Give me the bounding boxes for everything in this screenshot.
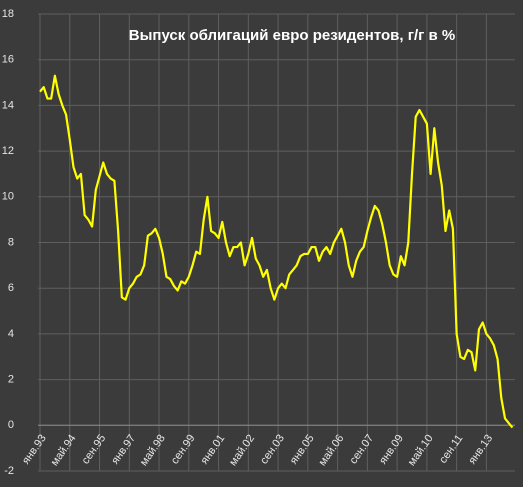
x-tick-label: май.98: [138, 433, 168, 469]
x-tick-label: сен.99: [169, 433, 198, 467]
y-tick-label: 14: [2, 99, 14, 111]
y-tick-label: 16: [2, 54, 14, 66]
y-tick-label: 18: [2, 8, 14, 20]
y-tick-label: 8: [8, 236, 14, 248]
y-tick-label: 2: [8, 374, 14, 386]
x-tick-label: янв.09: [377, 433, 406, 467]
y-tick-label: 0: [8, 419, 14, 431]
x-tick-label: сен.95: [80, 433, 109, 467]
x-tick-label: май.10: [406, 433, 436, 469]
x-tick-label: май.94: [49, 433, 79, 469]
x-tick-label: сен.03: [258, 433, 287, 467]
chart-title: Выпуск облигаций евро резидентов, г/г в …: [129, 27, 456, 44]
data-line: [39, 74, 514, 429]
x-tick-label: май.02: [227, 433, 257, 469]
y-tick-label: 12: [2, 145, 14, 157]
y-tick-label: 6: [8, 282, 14, 294]
x-tick-label: янв.97: [109, 433, 138, 467]
x-tick-label: сен.11: [437, 433, 465, 466]
x-tick-label: янв.13: [466, 433, 495, 467]
x-tick-label: янв.01: [199, 433, 228, 467]
x-tick-label: сен.07: [347, 433, 376, 467]
x-tick-label: май.06: [316, 433, 346, 469]
y-tick-label: -2: [4, 465, 14, 477]
plot: -2 0 2 4 6 8 10 12 14 16 18 янв.93 май.94 сен.95 янв.9…: [2, 8, 515, 477]
y-tick-label: 4: [8, 328, 14, 340]
x-tick-label: янв.05: [288, 433, 317, 467]
y-tick-label: 10: [2, 191, 14, 203]
x-tick-label: янв.93: [20, 433, 49, 467]
